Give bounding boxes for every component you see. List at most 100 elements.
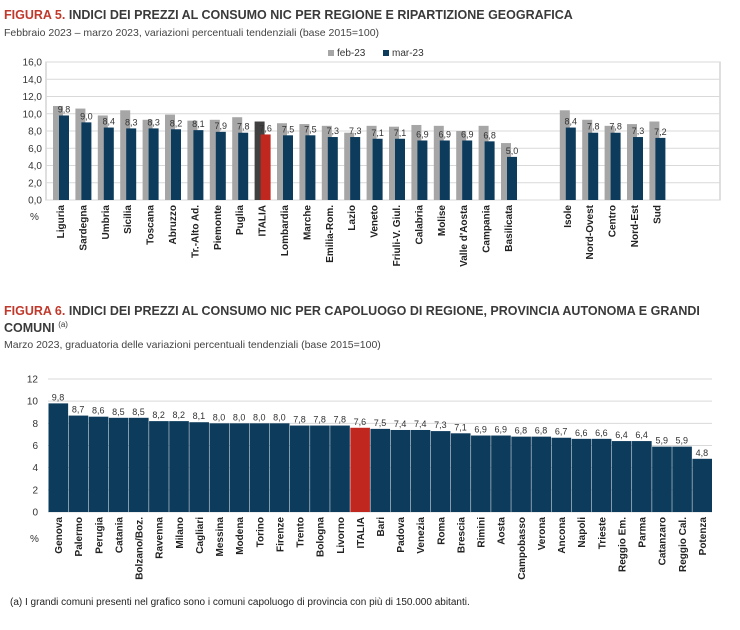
data-label: 7,4 bbox=[394, 419, 407, 429]
bar bbox=[48, 403, 69, 512]
data-label: 8,0 bbox=[233, 412, 246, 422]
bar bbox=[652, 446, 672, 512]
bar-mar bbox=[283, 135, 293, 200]
bar bbox=[350, 427, 370, 512]
y-axis-unit: % bbox=[30, 212, 39, 223]
bar-feb bbox=[232, 117, 243, 200]
x-tick-label: Ancona bbox=[557, 517, 568, 554]
bar-feb bbox=[53, 105, 63, 200]
figure5-title-text: INDICI DEI PREZZI AL CONSUMO NIC PER REG… bbox=[68, 8, 573, 22]
x-tick-label: Verona bbox=[537, 517, 548, 551]
data-label: 6,8 bbox=[515, 426, 528, 436]
bar-mar bbox=[655, 137, 666, 200]
x-tick-label: Friuli-V. Giul. bbox=[392, 205, 403, 267]
y-tick-label: 14,0 bbox=[23, 75, 43, 86]
data-label: 8,7 bbox=[72, 405, 85, 415]
bar-mar bbox=[484, 141, 495, 200]
bar-mar bbox=[103, 127, 114, 200]
y-tick-label: 0 bbox=[32, 508, 38, 519]
y-tick-label: 16,0 bbox=[23, 58, 43, 69]
x-tick-label: Parma bbox=[638, 517, 649, 548]
x-tick-label: Basilicata bbox=[504, 205, 515, 252]
bar-mar bbox=[588, 132, 599, 200]
bar-mar bbox=[439, 140, 450, 200]
x-tick-label: Trieste bbox=[597, 517, 608, 550]
data-label: 7,2 bbox=[654, 127, 667, 137]
bar-mar bbox=[171, 129, 181, 200]
data-label: 9,0 bbox=[80, 111, 93, 121]
data-label: 8,2 bbox=[170, 118, 183, 128]
x-tick-label: Bari bbox=[376, 517, 387, 537]
bar bbox=[611, 441, 632, 512]
data-label: 7,8 bbox=[293, 415, 306, 425]
x-tick-label: Catania bbox=[114, 517, 125, 554]
x-tick-label: Milano bbox=[175, 517, 186, 549]
data-label: 9,8 bbox=[52, 392, 65, 402]
bar-mar bbox=[81, 122, 92, 200]
data-label: 7,8 bbox=[333, 415, 346, 425]
figure6-title-cont: COMUNI (a) bbox=[4, 320, 68, 335]
data-label: 6,7 bbox=[555, 427, 568, 437]
legend-swatch-feb bbox=[328, 50, 334, 56]
y-axis-unit: % bbox=[30, 534, 39, 545]
bar bbox=[491, 435, 511, 512]
y-tick-label: 12,0 bbox=[23, 92, 43, 103]
bar-feb bbox=[559, 110, 570, 200]
bar-feb bbox=[604, 125, 615, 200]
x-tick-label: Lombardia bbox=[280, 205, 291, 257]
legend-label-mar: mar-23 bbox=[392, 48, 424, 59]
x-tick-label: Puglia bbox=[235, 205, 246, 235]
figure6-title-sup: (a) bbox=[58, 320, 68, 329]
x-tick-label: Perugia bbox=[94, 517, 105, 554]
bar bbox=[692, 458, 712, 512]
bar bbox=[310, 425, 330, 512]
bar-mar bbox=[59, 115, 69, 200]
data-label: 8,4 bbox=[103, 117, 116, 127]
figure6-subtitle: Marzo 2023, graduatoria delle variazioni… bbox=[4, 339, 381, 351]
bar-feb bbox=[321, 125, 332, 200]
figure6-title-line1: INDICI DEI PREZZI AL CONSUMO NIC PER CAP… bbox=[68, 304, 700, 318]
bar-feb bbox=[649, 121, 660, 200]
legend-swatch-mar bbox=[383, 50, 389, 56]
bar-feb bbox=[411, 124, 422, 200]
x-tick-label: Calabria bbox=[414, 205, 425, 245]
bar-mar bbox=[610, 132, 621, 200]
bar bbox=[229, 423, 250, 512]
bar-feb bbox=[277, 123, 287, 200]
x-tick-label: Centro bbox=[608, 205, 619, 237]
data-label: 8,4 bbox=[565, 117, 578, 127]
data-label: 6,9 bbox=[474, 425, 487, 435]
bar-feb bbox=[299, 124, 310, 200]
bar-mar bbox=[462, 140, 473, 200]
x-tick-label: Catanzaro bbox=[658, 517, 669, 565]
bar-feb bbox=[501, 143, 511, 200]
x-tick-label: Sud bbox=[652, 205, 663, 224]
y-tick-label: 2 bbox=[32, 485, 38, 496]
x-tick-label: Molise bbox=[437, 205, 448, 237]
data-label: 7,3 bbox=[349, 126, 362, 136]
x-tick-label: Sardegna bbox=[78, 205, 89, 251]
figure5-title: FIGURA 5. INDICI DEI PREZZI AL CONSUMO N… bbox=[4, 8, 573, 22]
data-label: 7,9 bbox=[215, 121, 228, 131]
bar bbox=[571, 438, 592, 512]
bar-mar bbox=[565, 127, 576, 200]
x-tick-label: Napoli bbox=[577, 517, 588, 548]
bar-mar bbox=[417, 140, 428, 200]
bar bbox=[149, 421, 169, 512]
bar-feb bbox=[165, 114, 175, 200]
x-tick-label: Reggio Cal. bbox=[678, 517, 689, 572]
bar-mar bbox=[215, 131, 226, 200]
bar-mar bbox=[193, 130, 204, 200]
x-tick-label: Ravenna bbox=[155, 517, 166, 559]
data-label: 8,3 bbox=[125, 117, 138, 127]
y-tick-label: 6,0 bbox=[28, 144, 42, 155]
bar bbox=[632, 441, 652, 512]
bar bbox=[430, 431, 451, 512]
x-tick-label: Marche bbox=[302, 205, 313, 240]
data-label: 6,6 bbox=[595, 428, 608, 438]
bar bbox=[128, 417, 149, 512]
bar-feb bbox=[97, 115, 108, 200]
x-tick-label: Rimini bbox=[477, 517, 488, 548]
bar-feb bbox=[627, 124, 637, 200]
data-label: 5,0 bbox=[506, 146, 519, 156]
